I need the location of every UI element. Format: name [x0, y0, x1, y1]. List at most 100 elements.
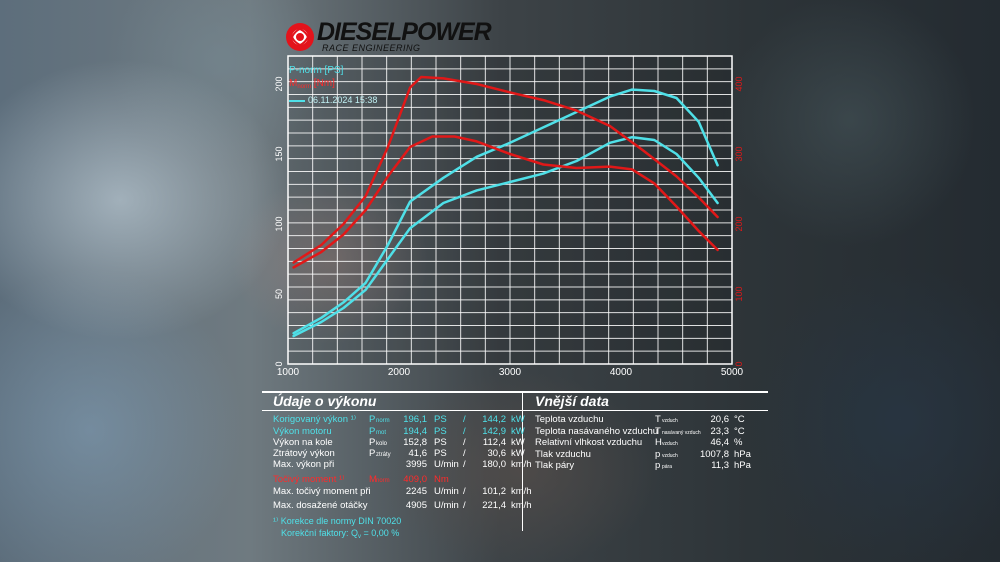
row-value: 194,4	[403, 426, 427, 437]
row-symbol: p	[655, 460, 661, 471]
row-label: Teplota nasávaného vzduchu	[535, 425, 659, 437]
row-symbol: H	[655, 437, 662, 448]
row-symbol-subscript: mot	[376, 430, 387, 436]
row-value: 41,6	[408, 448, 428, 459]
row-label: Korigovaný výkon ¹⁾	[273, 414, 357, 425]
row-value: 46,4	[710, 437, 730, 448]
x-tick-label: 4000	[610, 367, 633, 378]
x-tick-label: 5000	[721, 367, 744, 378]
row-symbol-subscript: vzduch	[662, 452, 678, 459]
row-value: 409,0	[403, 474, 427, 485]
chart-series	[292, 75, 719, 338]
y-right-tick-label: 400	[734, 76, 744, 91]
external-data-title: Vnější data	[535, 393, 609, 409]
performance-row: Max. výkon při 3995 U/min / 180,0 km/h	[273, 459, 532, 471]
row-symbol: p	[655, 448, 661, 460]
plot-frame	[287, 55, 733, 365]
row-symbol: P	[369, 426, 376, 437]
row-value-2: 112,4	[482, 437, 506, 448]
y-left-tick-label: 200	[274, 76, 284, 91]
x-tick-label: 3000	[499, 367, 522, 378]
row-value: 1007,8	[699, 448, 729, 460]
row-value: 23,3	[710, 425, 730, 437]
row-unit: PS	[434, 437, 447, 448]
row-symbol: P	[369, 448, 376, 459]
row-symbol: M	[369, 474, 377, 485]
row-unit: PS	[434, 448, 447, 459]
performance-title: Údaje o výkonu	[273, 393, 377, 409]
row-symbol-subscript: nasávaný vzduch	[662, 429, 701, 436]
row-unit: °C	[734, 414, 745, 425]
table-divider	[522, 391, 523, 531]
external-data-row: Tlak páry p pára 11,3 hPa	[535, 460, 765, 472]
turbo-logo-icon	[286, 23, 314, 51]
y-right-tick-label: 200	[734, 216, 744, 231]
row-unit-2: kW	[511, 448, 525, 459]
row-symbol-subscript: kolo	[376, 441, 388, 447]
row-unit: U/min	[434, 486, 459, 497]
row-symbol-subscript: norm	[376, 478, 390, 484]
row-separator: /	[463, 448, 466, 459]
chart-legend: P-norm [PS] Mnorm [Nm] 06.11.2024 15:38	[289, 64, 391, 110]
row-separator: /	[463, 486, 466, 497]
row-unit: U/min	[434, 459, 459, 470]
y-left-tick-label: 50	[274, 289, 284, 299]
row-value: 152,8	[403, 437, 427, 448]
row-unit: PS	[434, 414, 447, 425]
legend-line-swatch	[289, 99, 305, 102]
row-separator: /	[463, 500, 466, 511]
row-label: Výkon na kole	[273, 437, 333, 448]
performance-row: Max. dosažené otáčky 4905 U/min / 221,4 km/h	[273, 500, 532, 512]
dieselpower-logo: DIESELPOWER RACE ENGINEERING	[285, 18, 525, 58]
row-value-2: 221,4	[482, 500, 506, 511]
y-right-tick-label: 0	[734, 361, 744, 366]
row-value-2: 144,2	[482, 414, 506, 425]
row-symbol: P	[369, 414, 376, 425]
row-value-2: 30,6	[487, 448, 507, 459]
performance-row: Max. točivý moment při 2245 U/min / 101,2 km/…	[273, 486, 532, 498]
legend-power-label: P-norm [PS]	[289, 65, 344, 76]
row-symbol: T	[655, 414, 661, 425]
y-left-tick-label: 150	[274, 146, 284, 161]
row-symbol-subscript: norm	[376, 418, 390, 424]
row-value-2: 101,2	[482, 486, 506, 497]
row-unit-2: kW	[511, 437, 525, 448]
table-top-rule	[262, 391, 768, 393]
row-unit-2: kW	[511, 414, 525, 425]
external-data-row: Tlak vzduchu p vzduch 1007,8 hPa	[535, 449, 765, 461]
data-tables: Údaje o výkonu Vnější data Korigovaný vý…	[262, 389, 768, 540]
y-left-tick-label: 100	[274, 216, 284, 231]
row-unit-2: km/h	[511, 459, 532, 470]
row-label: Relativní vlhkost vzduchu	[535, 437, 643, 448]
footnote-correction: Korekční faktory: Qv = 0,00 %	[281, 528, 400, 540]
legend-date: 06.11.2024 15:38	[289, 94, 391, 107]
row-unit-2: kW	[511, 426, 525, 437]
x-tick-label: 1000	[277, 367, 300, 378]
row-label: Tlak páry	[535, 460, 575, 471]
row-unit-2: km/h	[511, 486, 532, 497]
x-tick-label: 2000	[388, 367, 411, 378]
row-label: Tlak vzduchu	[535, 448, 591, 460]
row-symbol: P	[369, 437, 376, 448]
row-label: Točivý moment ¹⁾	[273, 474, 345, 485]
row-unit: hPa	[734, 460, 751, 471]
row-value-2: 142,9	[482, 426, 506, 437]
row-unit: hPa	[734, 448, 751, 460]
row-value: 11,3	[711, 460, 729, 471]
row-unit-2: km/h	[511, 500, 532, 511]
y-right-tick-label: 300	[734, 146, 744, 161]
row-separator: /	[463, 437, 466, 448]
y-left-tick-label: 0	[274, 361, 284, 366]
row-unit: %	[734, 437, 743, 448]
series-line-2	[292, 75, 719, 264]
row-label: Ztrátový výkon	[273, 448, 335, 459]
row-unit: °C	[734, 425, 745, 437]
